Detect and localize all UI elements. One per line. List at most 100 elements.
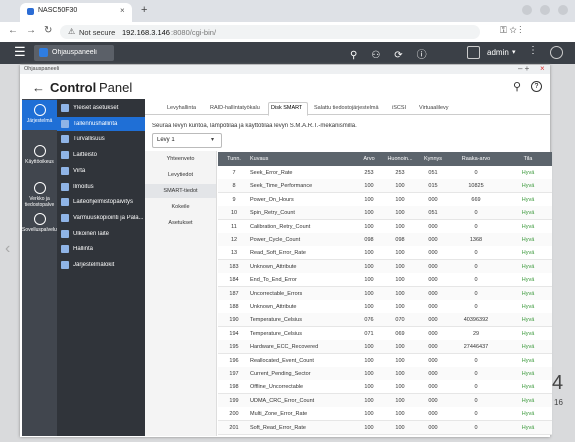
table-cell: 100	[395, 263, 405, 270]
tab[interactable]: Virtuaalilevy	[419, 105, 449, 111]
table-row[interactable]	[218, 420, 552, 435]
url-host: 192.168.3.146	[122, 28, 170, 37]
sidebar-icon[interactable]	[34, 182, 46, 194]
sidebar-label[interactable]: Käyttöoikeus	[25, 159, 54, 165]
table-cell: 253	[395, 170, 405, 176]
new-tab[interactable]: +	[141, 4, 148, 16]
table-cell: Seek_Time_Performance	[250, 183, 313, 190]
column-header[interactable]: Huonoin...	[387, 156, 413, 162]
table-cell: 253	[364, 170, 374, 176]
subtab[interactable]: Kokeile	[171, 204, 190, 210]
table-cell: Calibration_Retry_Count	[250, 223, 311, 230]
table-cell: 000	[428, 290, 438, 297]
column-header[interactable]: Arvo	[363, 156, 375, 162]
table-cell: 000	[428, 330, 438, 337]
window-close[interactable]	[558, 5, 568, 15]
subtab[interactable]: Yhteenveto	[166, 156, 195, 162]
topbar-icons[interactable]: ⚲⚇⟳ⓘ	[350, 50, 441, 61]
user-name[interactable]: admin	[487, 48, 509, 57]
table-cell: 0	[474, 357, 478, 364]
table-cell: 000	[428, 411, 438, 418]
tab[interactable]: Levyhallinta	[167, 105, 197, 111]
cp-search[interactable]: ⚲	[513, 81, 522, 93]
table-cell: Seek_Error_Rate	[250, 170, 293, 176]
window-maximize[interactable]	[540, 5, 550, 15]
column-header[interactable]: Raaka-arvo	[461, 156, 491, 162]
column-header[interactable]: Kuvaus	[250, 156, 269, 162]
cp-back[interactable]: ←	[32, 80, 45, 95]
table-cell: 100	[395, 384, 405, 391]
tab-close[interactable]: ×	[120, 6, 125, 15]
table-cell: 000	[428, 317, 438, 324]
table-cell: 100	[395, 357, 405, 364]
table-cell: Uncorrectable_Errors	[250, 290, 303, 297]
subtab[interactable]: Levytiedot	[167, 172, 194, 178]
back-button[interactable]: ←	[8, 25, 18, 36]
menu-item[interactable]: Ulkoinen laite	[73, 230, 110, 237]
menu-item[interactable]: Laitteisto	[73, 152, 98, 159]
window-controls[interactable]: – +	[518, 64, 530, 73]
menu-item[interactable]: Ilmoitus	[73, 183, 94, 190]
sidebar-icon[interactable]	[34, 145, 46, 157]
tab[interactable]: RAID-hallintatyökalu	[210, 105, 260, 111]
table-cell: 100	[395, 277, 405, 284]
menu-icon	[61, 198, 69, 207]
window-minimize[interactable]	[522, 5, 532, 15]
menu-item[interactable]: Tallennushallinta	[73, 120, 118, 127]
column-header[interactable]: Kynnys	[423, 156, 443, 162]
table-cell: 100	[364, 196, 374, 203]
tab[interactable]: Disk SMART	[271, 105, 303, 111]
menu-item[interactable]: Hallinta	[73, 246, 94, 253]
menu-item[interactable]: Yleiset asetukset	[73, 105, 119, 111]
app-tab-icon	[39, 48, 48, 57]
table-cell: 0	[474, 277, 478, 284]
table-cell: 0	[474, 424, 478, 431]
sidebar-icon[interactable]	[34, 213, 46, 225]
subtab[interactable]: SMART-tiedot	[163, 188, 198, 194]
address-bar[interactable]	[60, 25, 480, 39]
subtab-panel	[145, 151, 217, 436]
menu-icon	[61, 135, 69, 144]
subtab[interactable]: Asetukset	[168, 220, 193, 226]
table-cell: 1368	[469, 237, 483, 243]
table-cell: Unknown_Attribute	[250, 263, 297, 270]
table-cell: 000	[428, 250, 438, 257]
table-cell: Power_On_Hours	[250, 196, 294, 203]
menu-item[interactable]: Varmuuskopiointi ja Pala...	[73, 214, 143, 221]
window-title: Ohjauspaneeli	[24, 66, 60, 72]
table-cell: 051	[428, 210, 438, 217]
table-cell: 190	[229, 317, 239, 324]
table-cell: Multi_Zone_Error_Rate	[250, 411, 308, 418]
table-cell: 000	[428, 344, 438, 351]
column-header[interactable]: Tila	[523, 156, 533, 162]
cp-help[interactable]: ?	[531, 81, 542, 92]
sidebar-label[interactable]: Verkko ja tiedostopalve	[24, 196, 55, 208]
table-cell: Hyvä	[521, 330, 535, 337]
sidebar-icon[interactable]	[34, 104, 46, 116]
sidebar-label[interactable]: Sovelluspalvelut	[22, 227, 57, 233]
app-tab[interactable]	[34, 45, 114, 61]
table-cell: 100	[364, 183, 374, 190]
menu-item[interactable]: Järjestelmälokit	[73, 262, 115, 268]
table-cell: Hyvä	[521, 183, 535, 190]
menu-item[interactable]: Virta	[73, 167, 86, 174]
tab[interactable]: iSCSI	[392, 105, 407, 111]
window-close-app[interactable]: ×	[540, 64, 545, 73]
table-cell: 000	[428, 424, 438, 431]
disk-select[interactable]	[152, 133, 222, 148]
tab[interactable]: Salattu tiedostojärjestelmä	[314, 105, 379, 111]
browser-tab[interactable]	[20, 3, 132, 22]
reload-button[interactable]: ↻	[44, 25, 53, 36]
sidebar-label[interactable]: Järjestelmä	[26, 118, 53, 124]
menu-item[interactable]: Turvallisuus	[73, 136, 105, 143]
column-header[interactable]: Tunn.	[227, 156, 241, 162]
menu-button[interactable]: ☰	[14, 44, 26, 59]
table-cell: Hyvä	[521, 223, 535, 230]
forward-button[interactable]: →	[26, 25, 36, 36]
table-cell: Offline_Uncorrectable	[250, 384, 304, 391]
dashboard-icon[interactable]	[550, 46, 563, 59]
table-cell: 0	[474, 384, 478, 391]
more-icon[interactable]: ⋮	[528, 45, 538, 56]
browser-icons[interactable]: ⚿ ☆ ⋮	[500, 25, 522, 35]
menu-item[interactable]: Laiteohjelmistopäivitys	[73, 199, 134, 206]
